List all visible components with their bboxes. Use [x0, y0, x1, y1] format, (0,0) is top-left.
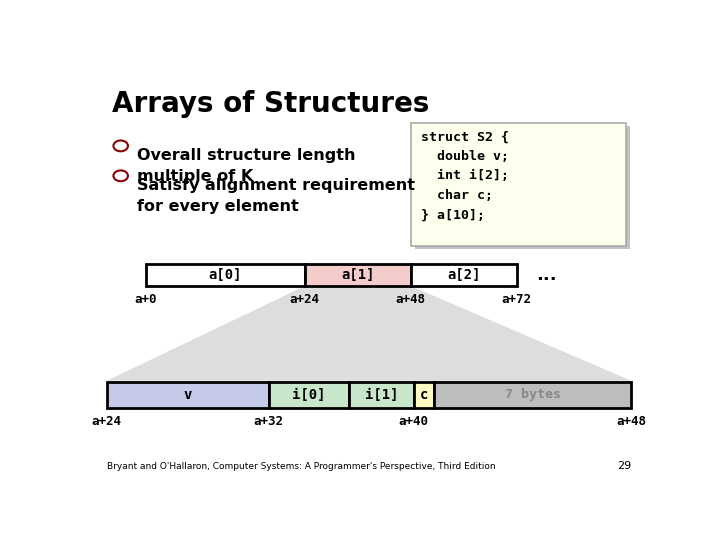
Text: a+24: a+24	[290, 294, 320, 307]
Text: struct S2 {
  double v;
  int i[2];
  char c;
} a[10];: struct S2 { double v; int i[2]; char c; …	[421, 131, 509, 221]
Text: Arrays of Structures: Arrays of Structures	[112, 90, 430, 118]
Bar	[413, 382, 434, 408]
Text: i[1]: i[1]	[365, 388, 398, 402]
Bar	[305, 265, 411, 286]
Bar	[269, 382, 349, 408]
Text: c: c	[420, 388, 428, 402]
Text: a+32: a+32	[253, 415, 284, 428]
Text: a+48: a+48	[396, 294, 426, 307]
Polygon shape	[107, 286, 631, 381]
Text: a+0: a+0	[135, 294, 157, 307]
Bar	[434, 382, 631, 408]
Text: Carnegie Mellon: Carnegie Mellon	[602, 6, 709, 19]
Bar	[107, 382, 269, 408]
Text: v: v	[184, 388, 192, 402]
Text: a+72: a+72	[502, 294, 532, 307]
Text: a+40: a+40	[399, 415, 428, 428]
Text: 29: 29	[617, 462, 631, 471]
Text: a[2]: a[2]	[447, 268, 481, 282]
Text: a+24: a+24	[91, 415, 122, 428]
Text: a+48: a+48	[616, 415, 647, 428]
Text: a[1]: a[1]	[341, 268, 374, 282]
Text: Bryant and O'Hallaron, Computer Systems: A Programmer's Perspective, Third Editi: Bryant and O'Hallaron, Computer Systems:…	[107, 462, 495, 471]
Text: a[0]: a[0]	[209, 268, 242, 282]
FancyBboxPatch shape	[411, 123, 626, 246]
Text: Satisfy alignment requirement
for every element: Satisfy alignment requirement for every …	[138, 178, 415, 214]
Bar	[349, 382, 414, 408]
Bar	[145, 265, 305, 286]
FancyBboxPatch shape	[415, 126, 630, 249]
Bar	[411, 265, 517, 286]
Text: 7 bytes: 7 bytes	[505, 388, 561, 401]
Text: ...: ...	[536, 266, 557, 284]
Text: Overall structure length
multiple of K: Overall structure length multiple of K	[138, 148, 356, 184]
Text: i[0]: i[0]	[292, 388, 325, 402]
